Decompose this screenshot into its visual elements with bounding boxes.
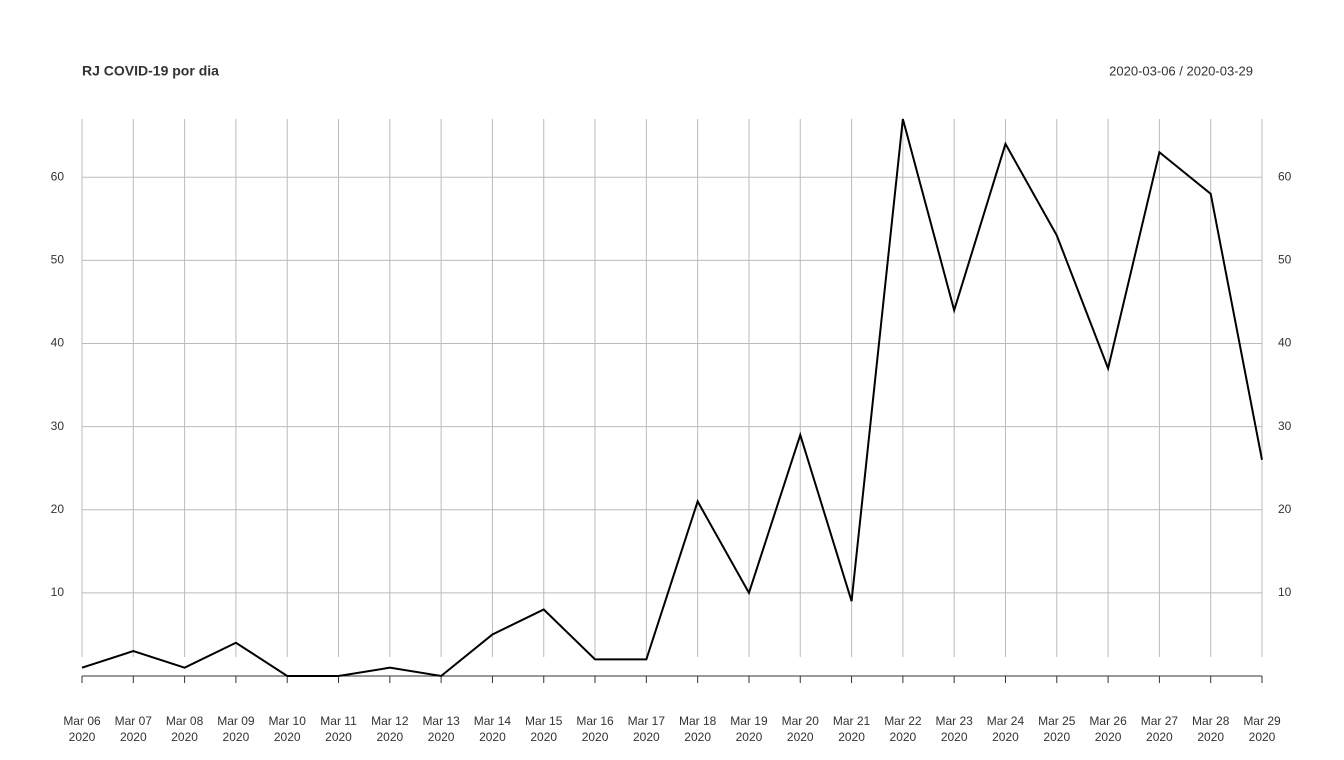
x-tick-label: 2020 xyxy=(1249,730,1276,744)
x-tick-label: 2020 xyxy=(1146,730,1173,744)
y-tick-label: 50 xyxy=(51,253,65,267)
chart-subtitle: 2020-03-06 / 2020-03-29 xyxy=(1109,63,1253,78)
x-tick-label: Mar 26 xyxy=(1089,714,1127,728)
x-tick-label: 2020 xyxy=(1095,730,1122,744)
x-tick-label: 2020 xyxy=(787,730,814,744)
y-tick-label: 20 xyxy=(51,502,65,516)
x-tick-label: 2020 xyxy=(684,730,711,744)
x-tick-label: Mar 10 xyxy=(269,714,307,728)
x-tick-label: Mar 29 xyxy=(1243,714,1281,728)
y-tick-label: 60 xyxy=(51,169,65,183)
x-tick-label: Mar 25 xyxy=(1038,714,1076,728)
x-tick-label: 2020 xyxy=(582,730,609,744)
x-tick-label: Mar 17 xyxy=(628,714,666,728)
x-tick-label: 2020 xyxy=(838,730,865,744)
x-tick-label: 2020 xyxy=(428,730,455,744)
x-tick-label: Mar 16 xyxy=(576,714,614,728)
x-tick-label: Mar 23 xyxy=(935,714,973,728)
y2-tick-label: 10 xyxy=(1278,585,1292,599)
x-tick-label: 2020 xyxy=(530,730,557,744)
y-tick-label: 30 xyxy=(51,419,65,433)
y2-tick-label: 30 xyxy=(1278,419,1292,433)
x-tick-label: Mar 12 xyxy=(371,714,409,728)
y2-tick-label: 60 xyxy=(1278,169,1292,183)
x-tick-label: Mar 22 xyxy=(884,714,922,728)
x-tick-label: Mar 20 xyxy=(782,714,820,728)
x-tick-label: 2020 xyxy=(736,730,763,744)
y2-tick-label: 40 xyxy=(1278,336,1292,350)
x-tick-label: Mar 19 xyxy=(730,714,768,728)
x-tick-label: Mar 14 xyxy=(474,714,512,728)
x-tick-label: 2020 xyxy=(941,730,968,744)
x-tick-label: 2020 xyxy=(1043,730,1070,744)
x-tick-label: 2020 xyxy=(992,730,1019,744)
x-tick-label: 2020 xyxy=(479,730,506,744)
y-tick-label: 10 xyxy=(51,585,65,599)
x-tick-label: Mar 21 xyxy=(833,714,871,728)
y-tick-label: 40 xyxy=(51,336,65,350)
x-tick-label: 2020 xyxy=(69,730,96,744)
x-tick-label: 2020 xyxy=(376,730,403,744)
x-tick-label: Mar 07 xyxy=(115,714,153,728)
y2-tick-label: 20 xyxy=(1278,502,1292,516)
x-tick-label: Mar 28 xyxy=(1192,714,1230,728)
x-tick-label: Mar 18 xyxy=(679,714,717,728)
x-tick-label: 2020 xyxy=(1197,730,1224,744)
x-tick-label: 2020 xyxy=(325,730,352,744)
x-tick-label: Mar 06 xyxy=(63,714,101,728)
x-tick-label: 2020 xyxy=(274,730,301,744)
x-tick-label: Mar 09 xyxy=(217,714,255,728)
x-tick-label: 2020 xyxy=(171,730,198,744)
x-tick-label: Mar 15 xyxy=(525,714,563,728)
x-tick-label: Mar 08 xyxy=(166,714,204,728)
x-tick-label: Mar 11 xyxy=(320,714,357,728)
x-tick-label: 2020 xyxy=(633,730,660,744)
x-tick-label: Mar 13 xyxy=(422,714,460,728)
y2-tick-label: 50 xyxy=(1278,253,1292,267)
x-tick-label: 2020 xyxy=(223,730,250,744)
line xyxy=(81,118,1263,678)
chart-title: RJ COVID-19 por dia xyxy=(82,63,219,79)
x-tick-label: 2020 xyxy=(890,730,917,744)
x-tick-label: 2020 xyxy=(120,730,147,744)
x-tick-label: Mar 24 xyxy=(987,714,1025,728)
x-tick-label: Mar 27 xyxy=(1141,714,1179,728)
